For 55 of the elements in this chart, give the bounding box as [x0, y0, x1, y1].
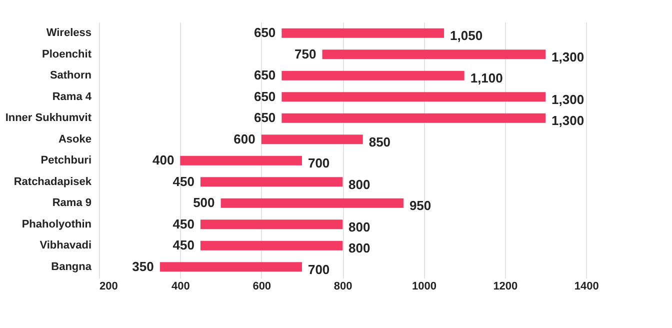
- bar: [200, 220, 343, 230]
- annotation: 1,300: [552, 92, 584, 107]
- bar: [200, 240, 343, 250]
- x-tick-label: 400: [172, 280, 190, 292]
- annotation: 1,300: [552, 49, 584, 64]
- x-tick-label: 200: [100, 280, 118, 292]
- y-tick-label: Rama 4: [52, 90, 92, 103]
- annotation: 700: [308, 262, 330, 277]
- bar: [282, 28, 444, 38]
- annotation: 1,300: [552, 113, 584, 128]
- annotation: 650: [254, 88, 276, 104]
- x-tick-label: 800: [334, 280, 352, 292]
- annotation: 750: [294, 46, 316, 62]
- x-tick-label: 1000: [412, 280, 436, 292]
- bar: [322, 50, 546, 60]
- bar: [282, 113, 546, 123]
- y-tick-label: Inner Sukhumvit: [5, 112, 92, 124]
- annotation: 500: [193, 195, 215, 210]
- y-tick-label: Ploenchit: [42, 48, 92, 60]
- annotation: 450: [172, 216, 194, 232]
- annotation: 650: [254, 110, 276, 126]
- annotation: 850: [368, 134, 391, 150]
- bar: [282, 92, 546, 102]
- x-tick-label: 1400: [574, 280, 599, 292]
- y-tick-label: Bangna: [51, 260, 92, 273]
- bar: [180, 156, 302, 166]
- x-tick-label: 1200: [493, 280, 518, 292]
- y-tick-label: Phaholyothin: [22, 218, 92, 230]
- y-tick-label: Wireless: [46, 27, 92, 40]
- bar: [220, 198, 404, 208]
- bar: [282, 70, 464, 80]
- y-tick-label: Asoke: [58, 133, 92, 146]
- y-tick-label: Petchburi: [40, 154, 92, 167]
- bar: [261, 134, 363, 144]
- annotation: 950: [409, 198, 432, 214]
- annotation: 1,100: [470, 70, 503, 86]
- y-tick-label: Rama 9: [52, 197, 92, 210]
- annotation: 1,050: [450, 28, 483, 44]
- annotation: 400: [152, 152, 174, 168]
- annotation: 450: [172, 238, 194, 253]
- annotation: 650: [254, 25, 276, 40]
- y-tick-label: Sathorn: [50, 70, 92, 82]
- annotation: 650: [254, 68, 276, 83]
- x-tick-label: 600: [252, 280, 272, 292]
- bar: [200, 177, 343, 187]
- annotation: 450: [172, 174, 194, 189]
- y-tick-label: Ratchadapisek: [14, 176, 92, 188]
- annotation: 800: [348, 219, 370, 234]
- annotation: 800: [348, 240, 370, 256]
- annotation: 700: [308, 156, 330, 171]
- annotation: 350: [132, 258, 154, 274]
- y-tick-label: Vibhavadi: [40, 240, 92, 252]
- annotation: 800: [348, 176, 370, 192]
- annotation: 600: [234, 131, 256, 146]
- bar: [160, 262, 302, 272]
